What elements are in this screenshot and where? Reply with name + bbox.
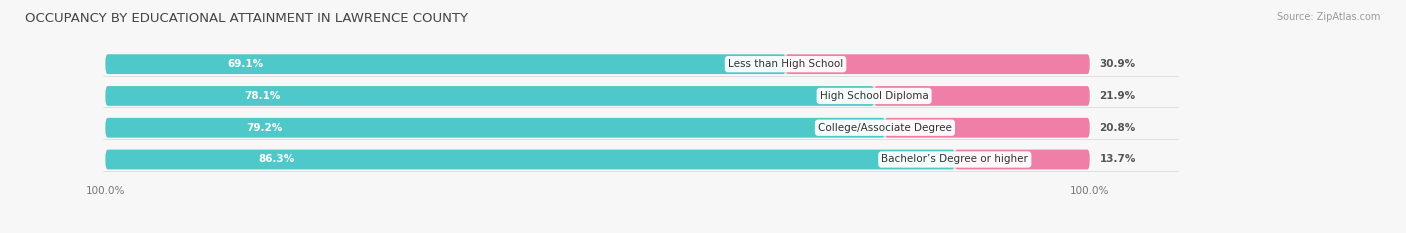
FancyBboxPatch shape: [105, 118, 1090, 137]
FancyBboxPatch shape: [105, 86, 1090, 106]
Text: 21.9%: 21.9%: [1099, 91, 1136, 101]
FancyBboxPatch shape: [884, 118, 1090, 137]
Text: 20.8%: 20.8%: [1099, 123, 1136, 133]
Text: 79.2%: 79.2%: [246, 123, 283, 133]
FancyBboxPatch shape: [105, 150, 1090, 169]
Text: 69.1%: 69.1%: [228, 59, 264, 69]
Text: OCCUPANCY BY EDUCATIONAL ATTAINMENT IN LAWRENCE COUNTY: OCCUPANCY BY EDUCATIONAL ATTAINMENT IN L…: [25, 12, 468, 25]
Text: 86.3%: 86.3%: [259, 154, 295, 164]
FancyBboxPatch shape: [105, 54, 786, 74]
FancyBboxPatch shape: [105, 86, 875, 106]
FancyBboxPatch shape: [105, 54, 1090, 74]
FancyBboxPatch shape: [955, 150, 1090, 169]
FancyBboxPatch shape: [105, 150, 955, 169]
Text: College/Associate Degree: College/Associate Degree: [818, 123, 952, 133]
Text: 78.1%: 78.1%: [243, 91, 280, 101]
FancyBboxPatch shape: [786, 54, 1090, 74]
FancyBboxPatch shape: [105, 118, 884, 137]
FancyBboxPatch shape: [875, 86, 1090, 106]
Text: High School Diploma: High School Diploma: [820, 91, 928, 101]
Text: Less than High School: Less than High School: [728, 59, 844, 69]
Text: Source: ZipAtlas.com: Source: ZipAtlas.com: [1277, 12, 1381, 22]
Text: 13.7%: 13.7%: [1099, 154, 1136, 164]
Text: 30.9%: 30.9%: [1099, 59, 1136, 69]
Text: Bachelor’s Degree or higher: Bachelor’s Degree or higher: [882, 154, 1028, 164]
